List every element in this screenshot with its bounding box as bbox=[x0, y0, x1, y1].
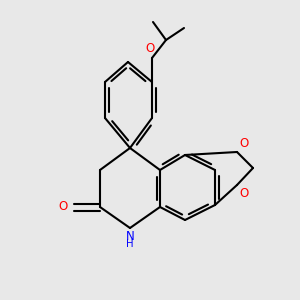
Text: O: O bbox=[146, 42, 154, 55]
Text: H: H bbox=[126, 239, 134, 249]
Text: N: N bbox=[126, 230, 134, 243]
Text: O: O bbox=[239, 187, 248, 200]
Text: O: O bbox=[59, 200, 68, 214]
Text: O: O bbox=[239, 137, 248, 150]
